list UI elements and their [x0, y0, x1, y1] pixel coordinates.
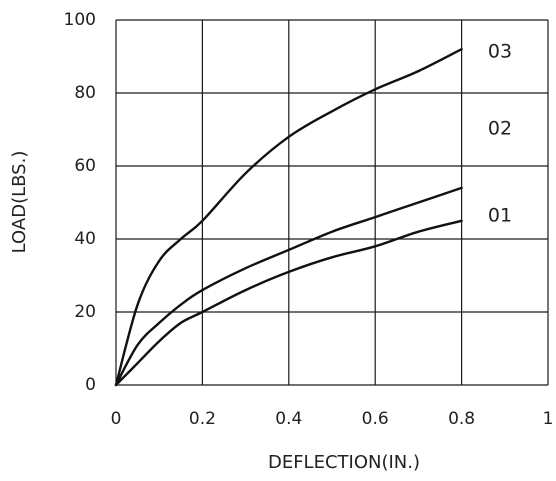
- x-axis-ticks: 0 0.2 0.4 0.6 0.8 1: [111, 409, 554, 429]
- x-tick-label: 0.2: [189, 409, 216, 429]
- x-axis-title: DEFLECTION(IN.): [268, 452, 420, 473]
- series-line-02: [114, 186, 463, 387]
- y-tick-label: 80: [74, 83, 96, 103]
- x-tick-label: 0.8: [448, 409, 475, 429]
- x-tick-label: 1: [543, 409, 554, 429]
- x-tick-label: 0.4: [275, 409, 302, 429]
- series-label-03: 03: [488, 41, 512, 63]
- y-axis-title: LOAD(LBS.): [9, 151, 30, 254]
- x-tick-label: 0.6: [362, 409, 389, 429]
- y-tick-label: 100: [64, 10, 96, 30]
- series-label-02: 02: [488, 118, 512, 140]
- y-axis-ticks: 0 20 40 60 80 100: [64, 10, 96, 395]
- grid: [115, 19, 549, 386]
- series-line-03: [114, 48, 463, 387]
- y-tick-label: 20: [74, 302, 96, 322]
- series-lines: [114, 48, 463, 387]
- y-tick-label: 0: [85, 375, 96, 395]
- series-label-01: 01: [488, 205, 512, 227]
- y-tick-label: 60: [74, 156, 96, 176]
- x-tick-label: 0: [111, 409, 122, 429]
- series-line-01: [114, 219, 463, 387]
- y-tick-label: 40: [74, 229, 96, 249]
